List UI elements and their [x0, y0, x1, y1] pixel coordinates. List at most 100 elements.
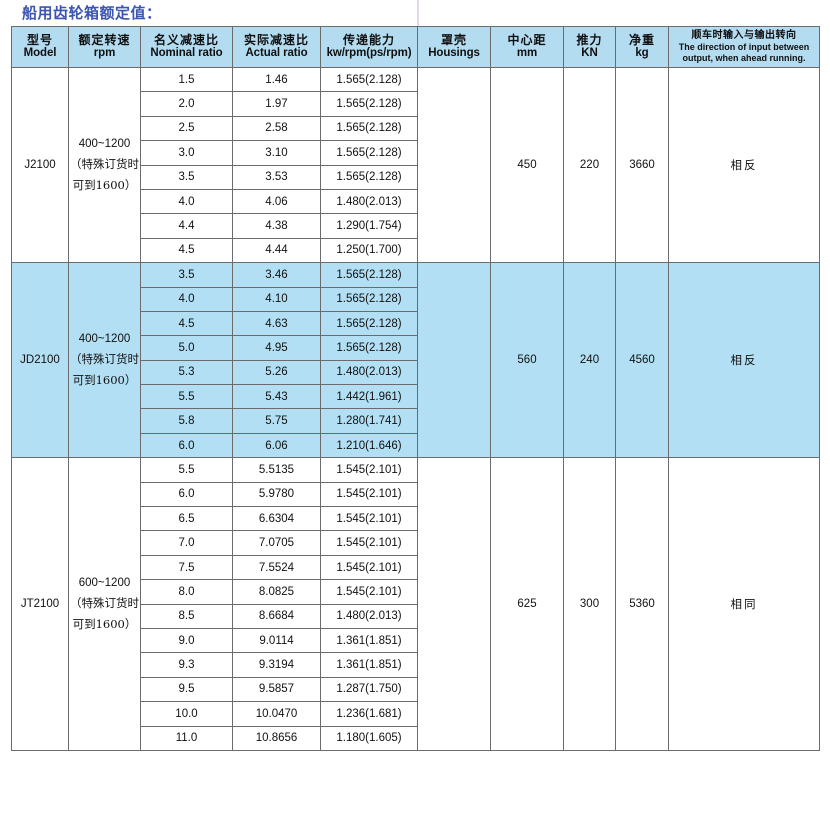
- column-header-rated-speed: 额定转速 rpm: [68, 26, 141, 68]
- cell-transmission-capacity: 1.565(2.128): [320, 140, 418, 166]
- cell-actual-ratio: 4.44: [232, 237, 321, 264]
- table-row: 6.5 6.6304 1.545(2.101): [12, 506, 820, 532]
- rated-speed-line-2: （特殊订货时: [70, 596, 139, 611]
- table-row: 2.0 1.97 1.565(2.128): [12, 91, 820, 117]
- cell-transmission-capacity: 1.287(1.750): [320, 676, 418, 703]
- cell-rated-speed: 600~1200 （特殊订货时 可到1600）: [68, 457, 141, 751]
- column-header-net-weight: 净重 kg: [615, 26, 669, 68]
- cell-actual-ratio: 5.75: [232, 408, 321, 434]
- cell-transmission-capacity: 1.545(2.101): [320, 554, 418, 581]
- cell-actual-ratio: 1.46: [232, 66, 321, 93]
- cell-nominal-ratio: 5.3: [140, 359, 233, 386]
- cell-actual-ratio: 9.3194: [232, 652, 321, 678]
- rated-speed-line-2: （特殊订货时: [70, 352, 139, 367]
- table-row: 3.0 3.10 1.565(2.128): [12, 140, 820, 166]
- table-body: J2100 400~1200 （特殊订货时 可到1600） 1.5 1.46 1.565(2…: [11, 66, 820, 751]
- cell-actual-ratio: 3.53: [232, 164, 321, 190]
- table-row: 5.3 5.26 1.480(2.013): [12, 359, 820, 386]
- cell-nominal-ratio: 4.5: [140, 237, 233, 264]
- cell-transmission-capacity: 1.180(1.605): [320, 725, 418, 751]
- cell-thrust: 220: [563, 66, 616, 264]
- cell-nominal-ratio: 2.5: [140, 115, 233, 142]
- header-zh: 中心距: [507, 33, 547, 48]
- column-header-center-distance: 中心距 mm: [490, 26, 564, 68]
- cell-actual-ratio: 8.0825: [232, 579, 321, 605]
- table-row: 11.0 10.8656 1.180(1.605): [12, 725, 820, 751]
- cell-actual-ratio: 9.0114: [232, 627, 321, 654]
- cell-actual-ratio: 10.8656: [232, 725, 321, 751]
- cell-actual-ratio: 3.46: [232, 262, 321, 288]
- header-zh: 额定转速: [78, 33, 131, 48]
- page-title: 船用齿轮箱额定值：: [22, 4, 162, 22]
- cell-transmission-capacity: 1.565(2.128): [320, 91, 418, 117]
- cell-net-weight: 5360: [615, 457, 669, 751]
- column-header-transmission-capacity: 传递能力 kw/rpm(ps/rpm): [320, 26, 418, 68]
- cell-actual-ratio: 4.38: [232, 213, 321, 239]
- cell-nominal-ratio: 9.3: [140, 652, 233, 678]
- cell-actual-ratio: 3.10: [232, 140, 321, 166]
- table-row: 6.0 6.06 1.210(1.646): [12, 432, 820, 459]
- cell-housings: [417, 457, 491, 751]
- header-zh: 名义减速比: [153, 33, 219, 48]
- cell-nominal-ratio: 2.0: [140, 91, 233, 117]
- rated-speed-line-3: 可到1600）: [72, 178, 137, 193]
- cell-actual-ratio: 5.26: [232, 359, 321, 386]
- table-row: 6.0 5.9780 1.545(2.101): [12, 481, 820, 508]
- header-en: mm: [516, 47, 538, 60]
- header-en: kg: [635, 47, 649, 60]
- header-zh: 顺车时输入与输出转向: [691, 29, 797, 41]
- cell-nominal-ratio: 6.0: [140, 481, 233, 508]
- cell-nominal-ratio: 10.0: [140, 701, 233, 727]
- cell-actual-ratio: 8.6684: [232, 603, 321, 629]
- cell-transmission-capacity: 1.442(1.961): [320, 384, 418, 410]
- cell-nominal-ratio: 3.0: [140, 140, 233, 166]
- cell-transmission-capacity: 1.480(2.013): [320, 188, 418, 215]
- cell-transmission-capacity: 1.480(2.013): [320, 603, 418, 629]
- rated-speed-line-3: 可到1600）: [72, 373, 137, 388]
- cell-nominal-ratio: 4.5: [140, 310, 233, 337]
- cell-transmission-capacity: 1.250(1.700): [320, 237, 418, 264]
- header-en: Nominal ratio: [150, 47, 223, 60]
- cell-rotation-direction: 相同: [668, 457, 820, 751]
- header-en: Housings: [428, 47, 480, 60]
- table-row: 9.0 9.0114 1.361(1.851): [12, 627, 820, 654]
- cell-actual-ratio: 5.5135: [232, 457, 321, 483]
- rated-speed-line-1: 400~1200: [78, 333, 131, 345]
- cell-nominal-ratio: 4.4: [140, 213, 233, 239]
- table-row: 4.5 4.63 1.565(2.128): [12, 310, 820, 337]
- cell-housings: [417, 262, 491, 459]
- table-row: 2.5 2.58 1.565(2.128): [12, 115, 820, 142]
- cell-nominal-ratio: 8.0: [140, 579, 233, 605]
- column-header-nominal-ratio: 名义减速比 Nominal ratio: [140, 26, 233, 68]
- cell-transmission-capacity: 1.545(2.101): [320, 579, 418, 605]
- cell-transmission-capacity: 1.545(2.101): [320, 530, 418, 556]
- cell-net-weight: 4560: [615, 262, 669, 459]
- table-row: J2100 400~1200 （特殊订货时 可到1600） 1.5 1.46 1.565(2…: [11, 66, 820, 264]
- header-zh: 罩壳: [440, 33, 467, 48]
- marine-gearbox-spec-table: 型号 Model 额定转速 rpm 名义减速比 Nominal ratio 实际…: [11, 26, 820, 751]
- cell-transmission-capacity: 1.480(2.013): [320, 359, 418, 386]
- cell-actual-ratio: 10.0470: [232, 701, 321, 727]
- cell-nominal-ratio: 5.8: [140, 408, 233, 434]
- table-header-row: 型号 Model 额定转速 rpm 名义减速比 Nominal ratio 实际…: [11, 26, 820, 68]
- cell-net-weight: 3660: [615, 66, 669, 264]
- cell-nominal-ratio: 3.5: [140, 164, 233, 190]
- cell-nominal-ratio: 7.0: [140, 530, 233, 556]
- cell-center-distance: 560: [490, 262, 564, 459]
- cell-transmission-capacity: 1.290(1.754): [320, 213, 418, 239]
- cell-center-distance: 450: [490, 66, 564, 264]
- cell-actual-ratio: 9.5857: [232, 676, 321, 703]
- cell-actual-ratio: 5.43: [232, 384, 321, 410]
- table-row: 5.5 5.43 1.442(1.961): [12, 384, 820, 410]
- table-row: 10.0 10.0470 1.236(1.681): [12, 701, 820, 727]
- table-row: 7.0 7.0705 1.545(2.101): [12, 530, 820, 556]
- cell-rated-speed: 400~1200 （特殊订货时 可到1600）: [68, 66, 141, 264]
- header-zh: 净重: [628, 33, 655, 48]
- cell-nominal-ratio: 4.0: [140, 286, 233, 312]
- table-row: 5.8 5.75 1.280(1.741): [12, 408, 820, 434]
- cell-thrust: 240: [563, 262, 616, 459]
- header-en: The direction of input between output, w…: [678, 41, 810, 63]
- header-zh: 传递能力: [342, 33, 395, 48]
- cell-thrust: 300: [563, 457, 616, 751]
